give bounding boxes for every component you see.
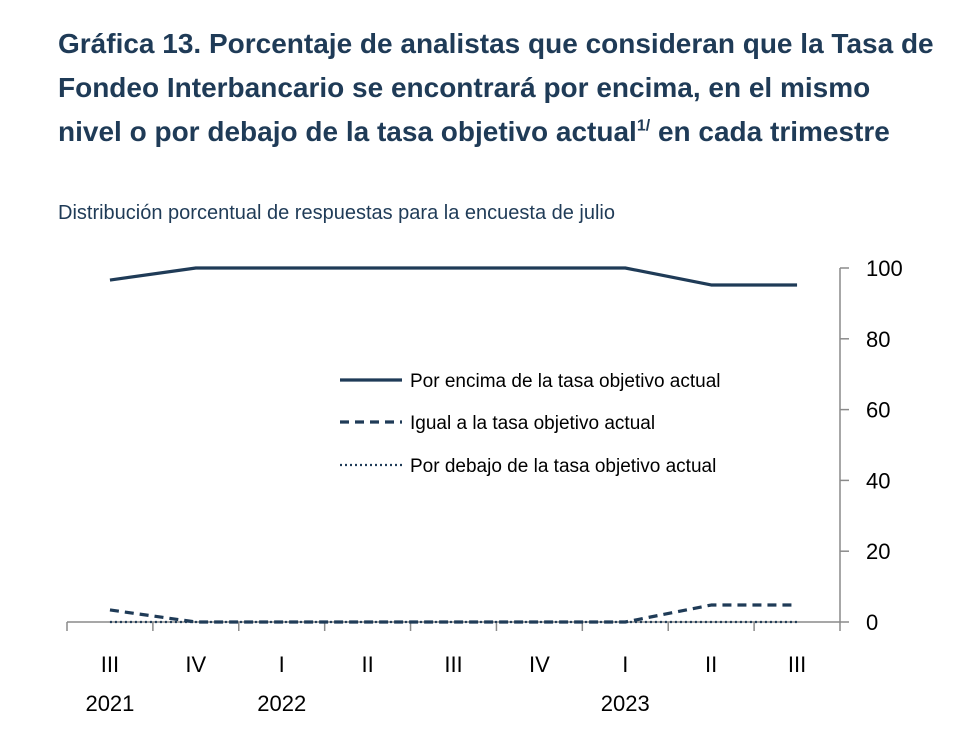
chart-title: Gráfica 13. Porcentaje de analistas que … [58,22,938,154]
y-tick-label: 100 [866,256,903,281]
series-line [109,603,798,624]
x-tick-label: I [279,652,285,677]
chart-title-footnote: 1/ [636,117,651,135]
x-tick-label: IV [529,652,550,677]
y-tick-label: 40 [866,468,890,493]
x-tick-label: I [622,652,628,677]
x-tick-label: II [361,652,373,677]
y-tick-label: 60 [866,398,890,423]
legend-label: Por encima de la tasa objetivo actual [410,371,721,392]
x-year-label: 2023 [601,691,650,716]
y-tick-label: 0 [866,610,878,635]
x-tick-label: IV [185,652,206,677]
chart-title-tail: en cada trimestre [657,116,890,147]
chart-title-text: Gráfica 13. Porcentaje de analistas que … [58,28,934,147]
x-tick-label: II [705,652,717,677]
x-tick-label: III [788,652,806,677]
x-year-label: 2021 [85,691,134,716]
x-tick-label: III [101,652,119,677]
y-tick-label: 20 [866,539,890,564]
x-tick-label: III [444,652,462,677]
legend-label: Igual a la tasa objetivo actual [410,413,655,434]
chart-subtitle: Distribución porcentual de respuestas pa… [58,202,616,224]
series-line [109,266,798,287]
x-year-label: 2022 [257,691,306,716]
legend-label: Por debajo de la tasa objetivo actual [410,456,716,477]
y-tick-label: 80 [866,327,890,352]
